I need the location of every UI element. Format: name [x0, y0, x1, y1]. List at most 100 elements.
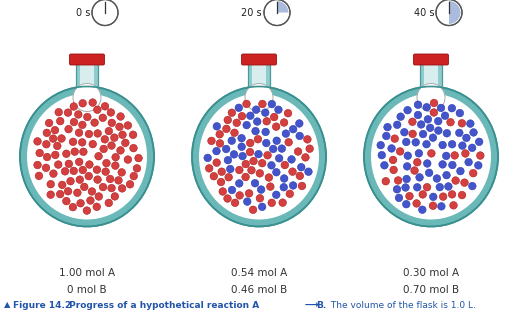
Wedge shape: [449, 1, 460, 24]
Circle shape: [272, 191, 280, 198]
Circle shape: [462, 134, 470, 142]
Circle shape: [424, 183, 431, 191]
Circle shape: [414, 111, 422, 119]
Circle shape: [243, 100, 250, 108]
Circle shape: [79, 166, 87, 174]
Circle shape: [78, 121, 86, 129]
Circle shape: [75, 158, 83, 166]
Circle shape: [224, 156, 231, 164]
Circle shape: [239, 152, 247, 160]
Circle shape: [130, 172, 138, 180]
Circle shape: [107, 109, 115, 116]
Circle shape: [93, 166, 101, 173]
Circle shape: [439, 141, 446, 149]
Circle shape: [411, 167, 418, 174]
Circle shape: [402, 138, 410, 146]
Circle shape: [280, 119, 288, 126]
Circle shape: [103, 159, 110, 167]
Circle shape: [94, 130, 102, 137]
Circle shape: [50, 170, 57, 177]
Circle shape: [268, 199, 276, 207]
Circle shape: [256, 170, 264, 177]
Circle shape: [102, 168, 110, 176]
Circle shape: [69, 138, 77, 146]
Polygon shape: [424, 59, 438, 98]
Circle shape: [461, 150, 469, 157]
Circle shape: [441, 112, 449, 120]
Circle shape: [231, 199, 239, 207]
Circle shape: [49, 135, 57, 142]
Circle shape: [230, 129, 238, 136]
Circle shape: [242, 160, 250, 168]
Circle shape: [440, 193, 447, 200]
Circle shape: [99, 114, 106, 121]
Circle shape: [108, 119, 116, 127]
Circle shape: [412, 139, 419, 146]
Circle shape: [280, 175, 288, 182]
Circle shape: [438, 203, 445, 210]
Circle shape: [213, 147, 220, 155]
Circle shape: [57, 117, 64, 125]
Circle shape: [415, 150, 422, 157]
FancyBboxPatch shape: [241, 54, 277, 65]
Circle shape: [216, 131, 224, 138]
Circle shape: [217, 178, 225, 186]
Circle shape: [252, 127, 260, 135]
Circle shape: [34, 161, 42, 169]
Circle shape: [250, 157, 257, 165]
Circle shape: [43, 129, 51, 137]
Circle shape: [89, 140, 97, 148]
Circle shape: [289, 168, 296, 176]
Circle shape: [451, 151, 458, 159]
Circle shape: [228, 109, 236, 116]
Circle shape: [403, 175, 411, 183]
Circle shape: [258, 159, 266, 167]
Circle shape: [393, 121, 401, 129]
Circle shape: [58, 135, 65, 142]
Text: The volume of the flask is 1.0 L.: The volume of the flask is 1.0 L.: [328, 300, 476, 310]
FancyBboxPatch shape: [70, 54, 104, 65]
Circle shape: [394, 177, 402, 184]
Circle shape: [238, 112, 246, 120]
Circle shape: [213, 159, 221, 167]
Circle shape: [428, 150, 435, 157]
Circle shape: [255, 150, 262, 158]
Polygon shape: [252, 59, 266, 98]
Circle shape: [424, 160, 431, 167]
Circle shape: [213, 122, 221, 130]
Circle shape: [115, 177, 122, 184]
Circle shape: [304, 136, 311, 143]
Circle shape: [99, 183, 107, 191]
Circle shape: [243, 198, 251, 205]
Circle shape: [430, 109, 438, 116]
Wedge shape: [277, 1, 289, 13]
Circle shape: [248, 167, 255, 174]
Text: B.: B.: [316, 300, 326, 310]
Circle shape: [70, 118, 78, 126]
Circle shape: [236, 180, 243, 187]
Circle shape: [426, 169, 433, 177]
Circle shape: [53, 142, 61, 150]
Circle shape: [419, 191, 427, 198]
Circle shape: [124, 122, 132, 129]
Circle shape: [419, 130, 427, 138]
Circle shape: [238, 143, 245, 151]
Circle shape: [87, 197, 94, 204]
Circle shape: [285, 138, 292, 146]
Circle shape: [83, 207, 91, 214]
Circle shape: [47, 180, 54, 188]
Text: 0 s: 0 s: [76, 8, 90, 18]
Circle shape: [59, 181, 66, 189]
Circle shape: [263, 139, 270, 147]
Circle shape: [422, 141, 430, 148]
Circle shape: [448, 105, 456, 112]
Circle shape: [111, 192, 119, 200]
Circle shape: [306, 145, 313, 152]
Circle shape: [210, 172, 217, 180]
Text: Progress of a hypothetical reaction A: Progress of a hypothetical reaction A: [66, 300, 260, 310]
Circle shape: [130, 144, 138, 152]
Circle shape: [118, 185, 126, 192]
Circle shape: [436, 183, 444, 191]
Circle shape: [80, 183, 88, 191]
Circle shape: [459, 142, 466, 149]
